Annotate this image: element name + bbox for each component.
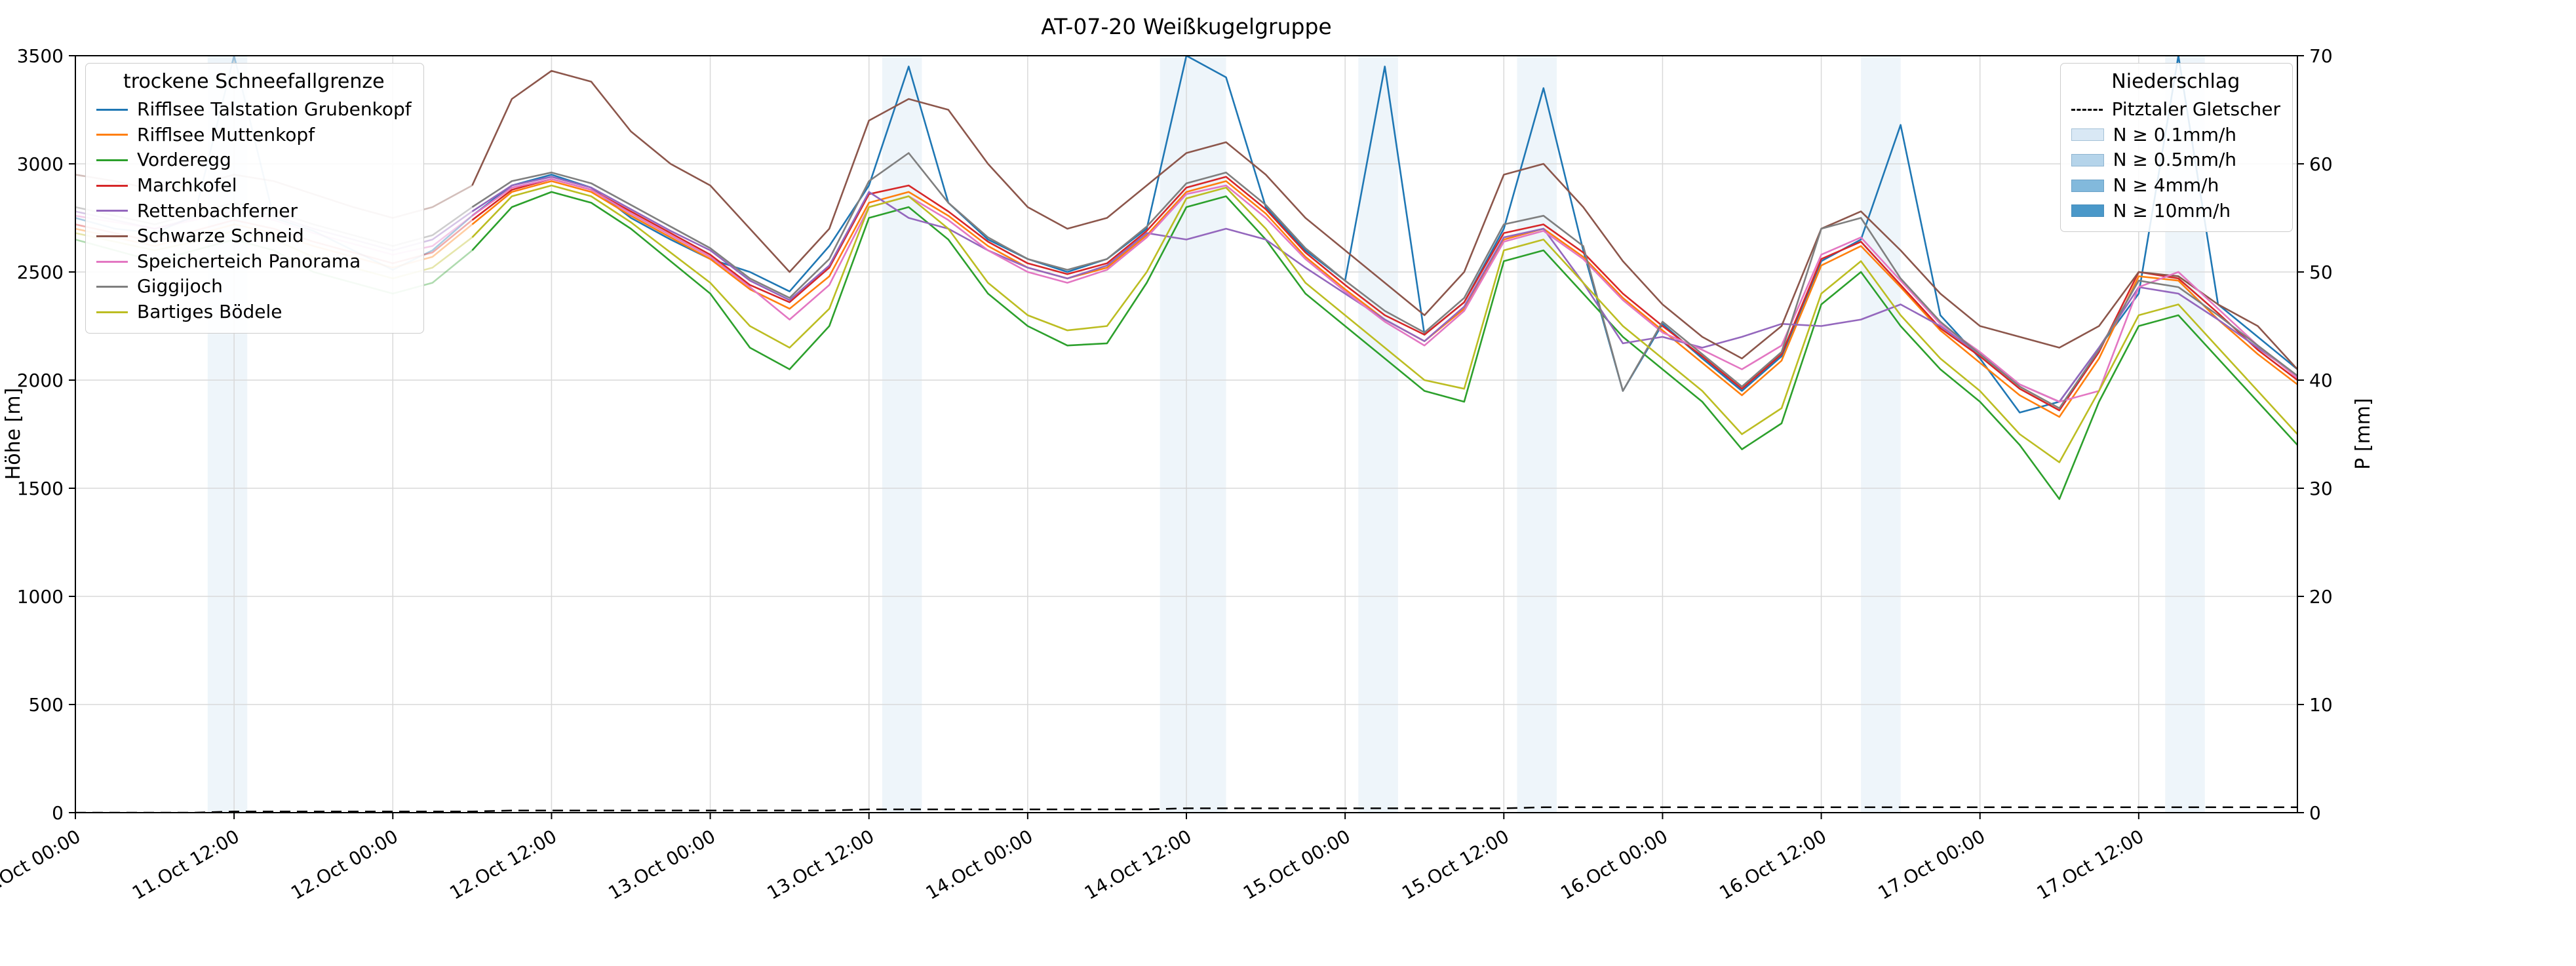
precip-band bbox=[882, 56, 922, 813]
snowline-legend-title: trockene Schneefallgrenze bbox=[123, 70, 385, 93]
legend-item: N ≥ 10mm/h bbox=[2071, 199, 2280, 224]
y-right-tick-label: 50 bbox=[2309, 261, 2333, 283]
legend-label: Rifflsee Muttenkopf bbox=[137, 123, 315, 145]
legend-item: Schwarze Schneid bbox=[96, 223, 412, 249]
dashed-line-swatch-icon bbox=[2071, 108, 2103, 111]
series-color-swatch-icon bbox=[96, 235, 128, 237]
legend-label: N ≥ 4mm/h bbox=[2113, 174, 2219, 196]
series-color-swatch-icon bbox=[96, 210, 128, 212]
x-tick-label: 15.Oct 00:00 bbox=[1239, 825, 1354, 904]
legend-label: Bartiges Bödele bbox=[137, 301, 283, 322]
y-left-tick-label: 500 bbox=[29, 694, 64, 716]
y-right-tick-label: 10 bbox=[2309, 694, 2333, 716]
x-tick-label: 14.Oct 12:00 bbox=[1081, 825, 1196, 904]
series-line-7 bbox=[471, 152, 2297, 410]
precip-band bbox=[1160, 56, 1226, 813]
x-tick-label: 17.Oct 12:00 bbox=[2033, 825, 2148, 904]
y-right-tick-label: 40 bbox=[2309, 370, 2333, 391]
x-tick-label: 11.Oct 12:00 bbox=[128, 825, 243, 904]
legend-label: Marchkofel bbox=[137, 174, 237, 196]
y-left-tick-label: 1500 bbox=[17, 478, 64, 499]
precip-legend-title: Niederschlag bbox=[2111, 70, 2240, 93]
precip-level-swatch-icon bbox=[2071, 128, 2104, 142]
x-tick-label: 16.Oct 00:00 bbox=[1557, 825, 1671, 904]
series-color-swatch-icon bbox=[96, 311, 128, 313]
series-color-swatch-icon bbox=[96, 286, 128, 288]
y-right-tick-label: 0 bbox=[2309, 802, 2321, 824]
legend-label: Giggijoch bbox=[137, 275, 223, 298]
legend-item: Rifflsee Talstation Grubenkopf bbox=[96, 97, 412, 123]
y-right-tick-label: 70 bbox=[2309, 45, 2333, 67]
series-color-swatch-icon bbox=[96, 159, 128, 162]
precip-level-swatch-icon bbox=[2071, 204, 2104, 218]
precip-band bbox=[1517, 56, 1557, 813]
series-color-swatch-icon bbox=[96, 108, 128, 111]
x-tick-label: 13.Oct 12:00 bbox=[764, 825, 878, 904]
series-line-0 bbox=[471, 56, 2297, 414]
series-color-swatch-icon bbox=[96, 184, 128, 187]
series-line-5 bbox=[471, 69, 2297, 370]
series-line-8 bbox=[471, 184, 2297, 463]
x-tick-label: 13.Oct 00:00 bbox=[604, 825, 719, 904]
legend-label: N ≥ 0.1mm/h bbox=[2113, 123, 2237, 145]
legend-label: Schwarze Schneid bbox=[137, 225, 304, 247]
precip-legend: Niederschlag Pitztaler Gletscher N ≥ 0.1… bbox=[2059, 63, 2293, 233]
y-left-tick-label: 3500 bbox=[17, 45, 64, 67]
snowline-legend: trockene Schneefallgrenze Rifflsee Talst… bbox=[85, 63, 424, 334]
legend-label: Vorderegg bbox=[137, 149, 231, 171]
precip-dashed-line bbox=[75, 806, 2297, 813]
y-left-tick-label: 3000 bbox=[17, 153, 64, 175]
legend-item: N ≥ 4mm/h bbox=[2071, 173, 2280, 199]
series-line-3 bbox=[471, 176, 2297, 412]
y-right-tick-label: 30 bbox=[2309, 478, 2333, 499]
legend-label: Speicherteich Panorama bbox=[137, 250, 361, 272]
legend-item: Marchkofel bbox=[96, 173, 412, 199]
legend-item: Rifflsee Muttenkopf bbox=[96, 123, 412, 148]
legend-item: Speicherteich Panorama bbox=[96, 249, 412, 275]
precip-bands bbox=[207, 56, 2205, 813]
legend-item: N ≥ 0.5mm/h bbox=[2071, 147, 2280, 173]
x-tick-label: 12.Oct 00:00 bbox=[287, 825, 402, 904]
chart-title: AT-07-20 Weißkugelgruppe bbox=[1041, 14, 1331, 39]
y-left-axis-label: Höhe [m] bbox=[2, 388, 25, 480]
x-tick-label: 12.Oct 12:00 bbox=[446, 825, 560, 904]
legend-item: N ≥ 0.1mm/h bbox=[2071, 123, 2280, 148]
series-line-2 bbox=[471, 191, 2297, 500]
y-left-tick-label: 2000 bbox=[17, 370, 64, 391]
y-right-tick-label: 60 bbox=[2309, 153, 2333, 175]
legend-label: Rifflsee Talstation Grubenkopf bbox=[137, 98, 412, 120]
legend-label: N ≥ 10mm/h bbox=[2113, 199, 2231, 222]
x-tick-label: 17.Oct 00:00 bbox=[1875, 825, 1989, 904]
y-left-tick-label: 2500 bbox=[17, 261, 64, 283]
legend-label: N ≥ 0.5mm/h bbox=[2113, 149, 2237, 171]
precip-band bbox=[1861, 56, 1901, 813]
x-tick-label: 16.Oct 12:00 bbox=[1715, 825, 1830, 904]
series-color-swatch-icon bbox=[96, 134, 128, 136]
series-color-swatch-icon bbox=[96, 260, 128, 263]
series-line-6 bbox=[471, 178, 2297, 403]
x-tick-label: 15.Oct 12:00 bbox=[1398, 825, 1513, 904]
y-right-tick-label: 20 bbox=[2309, 586, 2333, 608]
legend-item: Pitztaler Gletscher bbox=[2071, 97, 2280, 123]
y-left-tick-label: 0 bbox=[52, 802, 64, 824]
x-tick-label: 11.Oct 00:00 bbox=[0, 825, 85, 904]
legend-item: Rettenbachferner bbox=[96, 199, 412, 224]
y-right-axis-label: P [mm] bbox=[2352, 398, 2375, 469]
x-tick-label: 14.Oct 00:00 bbox=[922, 825, 1037, 904]
y-left-tick-label: 1000 bbox=[17, 586, 64, 608]
legend-item: Giggijoch bbox=[96, 274, 412, 299]
precip-level-swatch-icon bbox=[2071, 154, 2104, 167]
legend-item: Bartiges Bödele bbox=[96, 299, 412, 325]
legend-label: Rettenbachferner bbox=[137, 199, 298, 222]
legend-item: Vorderegg bbox=[96, 147, 412, 173]
legend-label: Pitztaler Gletscher bbox=[2111, 98, 2280, 120]
precip-level-swatch-icon bbox=[2071, 179, 2104, 192]
precip-band bbox=[1358, 56, 1398, 813]
